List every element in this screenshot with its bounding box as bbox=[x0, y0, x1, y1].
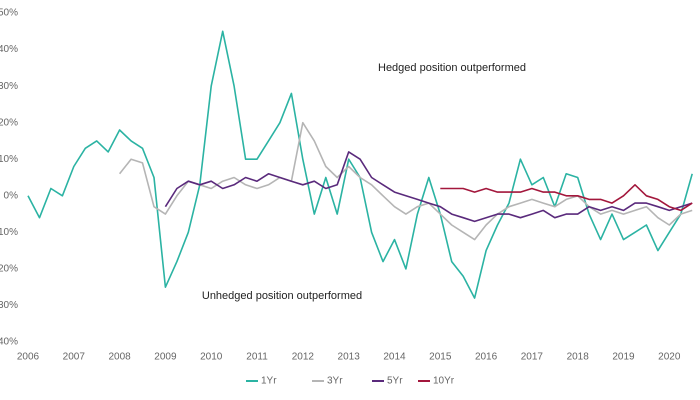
y-tick-label: 20% bbox=[0, 117, 18, 128]
y-tick-label: 10% bbox=[0, 154, 18, 165]
x-tick-label: 2007 bbox=[63, 352, 86, 363]
y-tick-label: -40% bbox=[0, 337, 18, 348]
x-tick-label: 2016 bbox=[475, 352, 498, 363]
x-tick-label: 2018 bbox=[567, 352, 590, 363]
x-tick-label: 2015 bbox=[429, 352, 452, 363]
y-tick-label: 40% bbox=[0, 44, 18, 55]
legend-label: 10Yr bbox=[433, 376, 455, 387]
legend-label: 3Yr bbox=[327, 376, 343, 387]
x-tick-label: 2017 bbox=[521, 352, 544, 363]
y-tick-label: -10% bbox=[0, 227, 18, 238]
x-tick-label: 2006 bbox=[17, 352, 40, 363]
series-line bbox=[118, 121, 693, 241]
legend-label: 1Yr bbox=[261, 376, 277, 387]
x-tick-label: 2012 bbox=[292, 352, 315, 363]
x-tick-label: 2020 bbox=[658, 352, 681, 363]
x-tick-label: 2019 bbox=[612, 352, 635, 363]
y-tick-label: -30% bbox=[0, 300, 18, 311]
y-tick-label: 50% bbox=[0, 8, 18, 19]
x-tick-label: 2014 bbox=[383, 352, 406, 363]
x-tick-label: 2009 bbox=[154, 352, 177, 363]
series-line bbox=[440, 184, 693, 212]
annotation: Unhedged position outperformed bbox=[202, 290, 362, 302]
y-tick-label: 30% bbox=[0, 81, 18, 92]
x-tick-label: 2008 bbox=[108, 352, 131, 363]
y-tick-label: -20% bbox=[0, 264, 18, 275]
x-tick-label: 2011 bbox=[246, 352, 268, 363]
x-tick-label: 2010 bbox=[200, 352, 223, 363]
series-line bbox=[164, 151, 693, 223]
annotation: Hedged position outperformed bbox=[378, 62, 526, 74]
y-tick-label: 0% bbox=[4, 190, 19, 201]
legend-label: 5Yr bbox=[387, 376, 403, 387]
x-tick-label: 2013 bbox=[338, 352, 361, 363]
